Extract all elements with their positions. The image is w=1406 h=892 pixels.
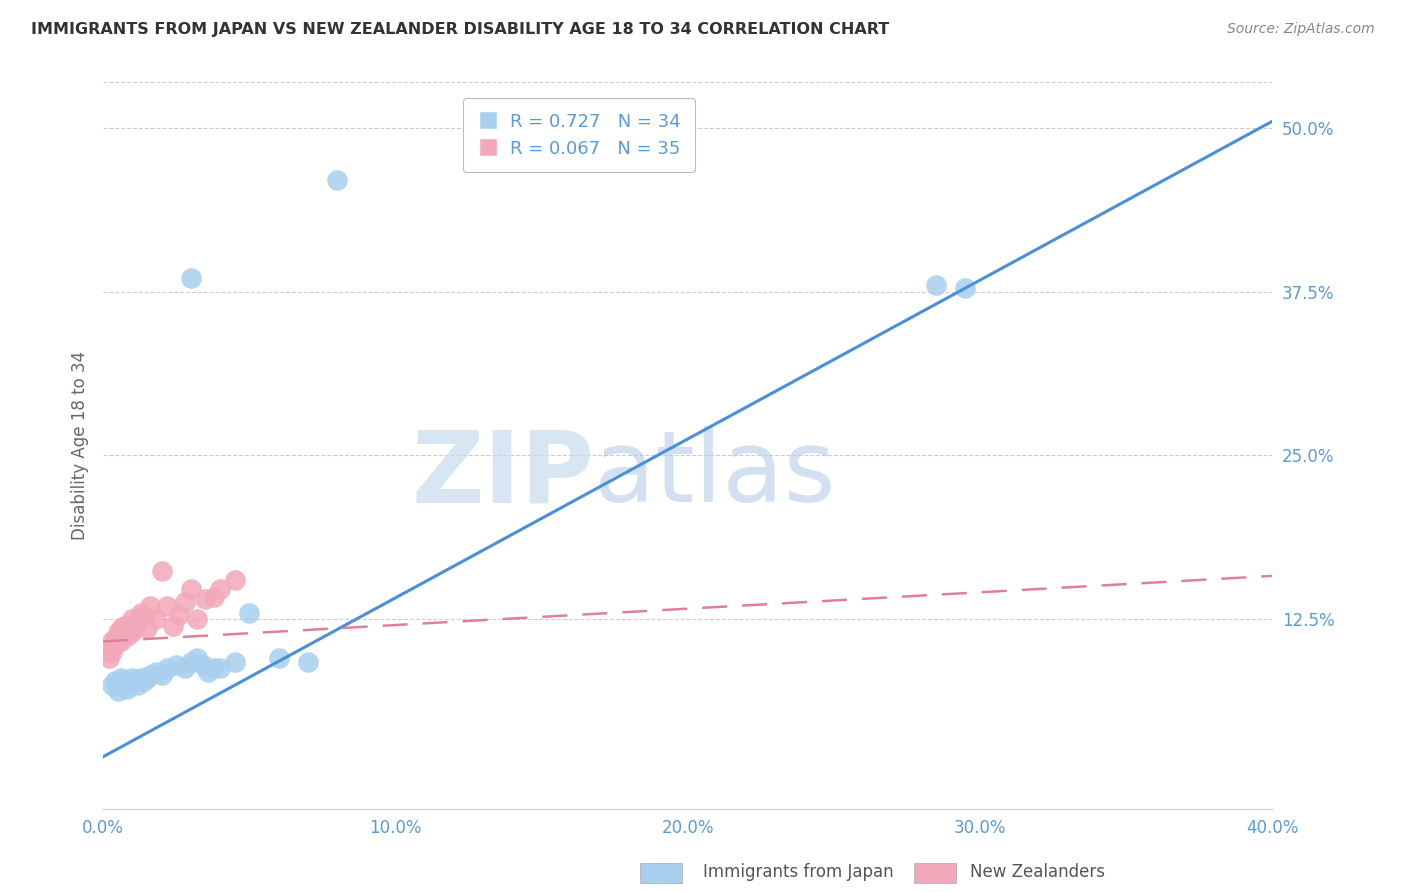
Point: [238, 606, 260, 620]
Y-axis label: Disability Age 18 to 34: Disability Age 18 to 34: [72, 351, 89, 540]
Point: [121, 671, 143, 685]
Point: [186, 651, 208, 665]
Point: [194, 592, 217, 607]
Point: [209, 660, 232, 674]
Point: [129, 606, 152, 620]
Point: [150, 668, 173, 682]
Point: [127, 678, 149, 692]
Point: [165, 658, 187, 673]
Point: [98, 645, 121, 659]
Point: [326, 173, 349, 187]
Point: [104, 673, 127, 688]
Point: [112, 618, 135, 632]
Point: [191, 658, 214, 673]
Text: ZIP: ZIP: [412, 426, 595, 523]
Point: [110, 671, 132, 685]
Point: [104, 632, 127, 646]
Point: [297, 656, 319, 670]
Point: [209, 582, 232, 596]
Point: [136, 621, 159, 635]
Point: [107, 684, 129, 698]
Point: [180, 271, 202, 285]
Point: [162, 618, 184, 632]
Point: [110, 621, 132, 635]
Point: [101, 645, 124, 659]
Point: [167, 608, 190, 623]
Point: [115, 681, 138, 696]
Point: [121, 612, 143, 626]
Point: [107, 678, 129, 692]
Point: [156, 599, 179, 613]
Point: [101, 678, 124, 692]
Point: [202, 590, 225, 604]
Point: [156, 660, 179, 674]
Point: [115, 629, 138, 643]
Point: [112, 673, 135, 688]
Point: [224, 656, 246, 670]
Point: [127, 612, 149, 626]
Point: [180, 582, 202, 596]
Point: [101, 634, 124, 648]
Point: [107, 632, 129, 646]
Point: [925, 278, 948, 293]
Point: [174, 595, 197, 609]
Text: New Zealanders: New Zealanders: [970, 863, 1105, 881]
Text: IMMIGRANTS FROM JAPAN VS NEW ZEALANDER DISABILITY AGE 18 TO 34 CORRELATION CHART: IMMIGRANTS FROM JAPAN VS NEW ZEALANDER D…: [31, 22, 889, 37]
Point: [145, 665, 167, 679]
Point: [115, 621, 138, 635]
Point: [139, 599, 162, 613]
Text: Source: ZipAtlas.com: Source: ZipAtlas.com: [1227, 22, 1375, 37]
Point: [186, 612, 208, 626]
Point: [145, 612, 167, 626]
Legend: R = 0.727   N = 34, R = 0.067   N = 35: R = 0.727 N = 34, R = 0.067 N = 35: [463, 98, 695, 172]
Point: [202, 660, 225, 674]
Point: [121, 625, 143, 640]
Point: [132, 608, 155, 623]
Point: [180, 656, 202, 670]
Point: [224, 573, 246, 587]
Point: [118, 618, 141, 632]
Point: [112, 625, 135, 640]
Point: [98, 651, 121, 665]
Point: [197, 665, 219, 679]
Point: [118, 678, 141, 692]
Point: [136, 671, 159, 685]
Point: [150, 564, 173, 578]
Text: atlas: atlas: [595, 426, 835, 523]
Point: [124, 673, 146, 688]
Point: [129, 671, 152, 685]
Point: [267, 651, 290, 665]
Point: [132, 673, 155, 688]
Point: [107, 625, 129, 640]
Text: Immigrants from Japan: Immigrants from Japan: [703, 863, 894, 881]
Point: [955, 280, 977, 294]
Point: [104, 638, 127, 652]
Point: [174, 660, 197, 674]
Point: [110, 634, 132, 648]
Point: [139, 668, 162, 682]
Point: [124, 621, 146, 635]
